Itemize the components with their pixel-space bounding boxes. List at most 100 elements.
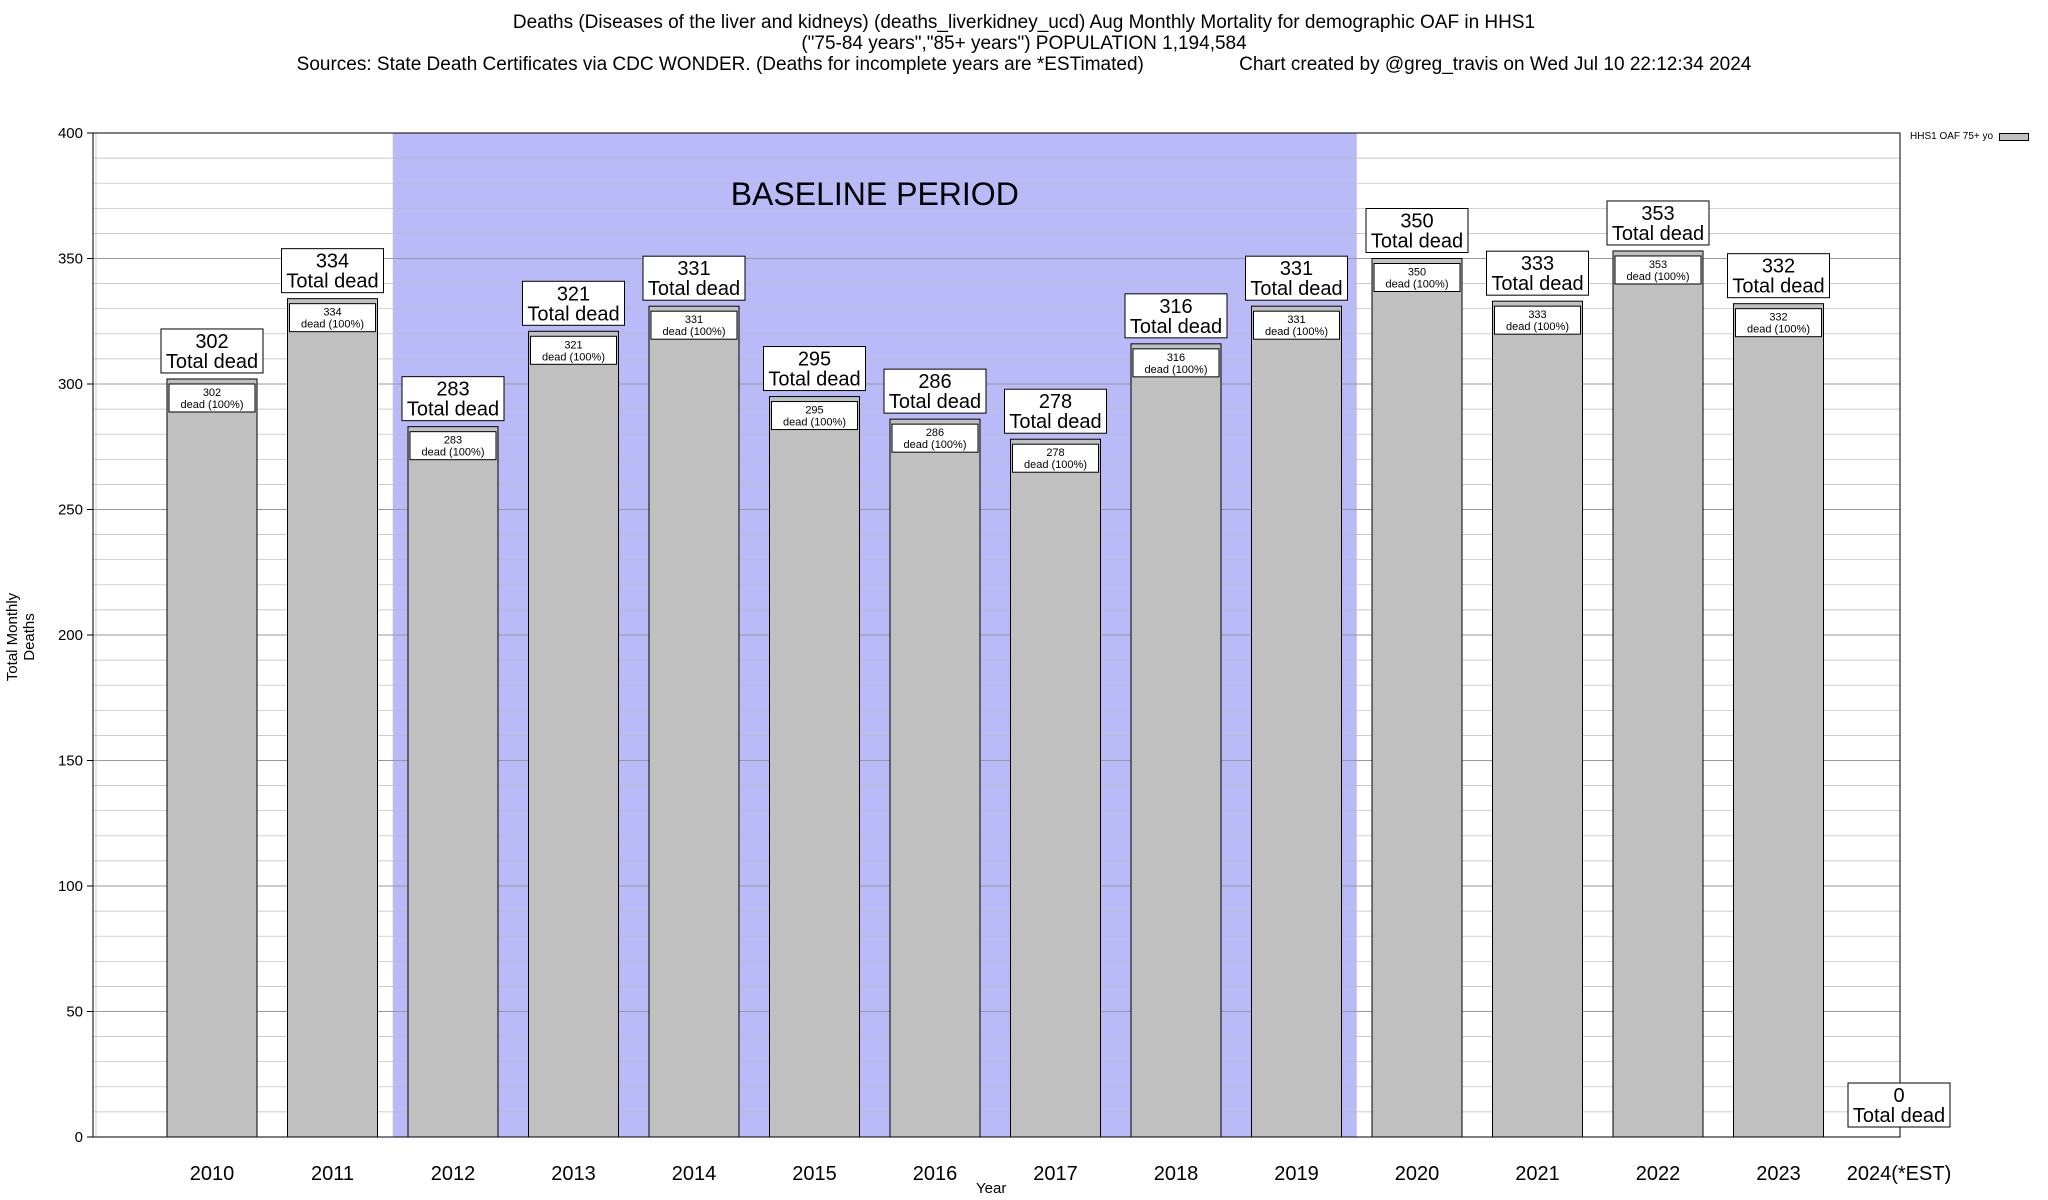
annotation-value: 316: [1159, 296, 1192, 318]
inner-label-box: [1253, 310, 1340, 340]
chart-title: Deaths (Diseases of the liver and kidney…: [0, 12, 2048, 75]
y-tick-label: 400: [58, 125, 83, 142]
annotation-box: [1004, 388, 1107, 434]
inner-label-value: 333: [1528, 309, 1546, 321]
x-tick-label: 2014: [672, 1163, 717, 1185]
inner-label-text: dead (100%): [1265, 326, 1328, 338]
inner-label-box: [168, 383, 256, 413]
annotation-value: 333: [1521, 253, 1554, 275]
chart-legend: HHS1 OAF 75+ yo: [1910, 131, 2030, 142]
legend-swatch: [1999, 132, 2030, 141]
inner-label-text: dead (100%): [904, 439, 967, 451]
bar: [407, 426, 499, 1138]
inner-label-text: dead (100%): [783, 417, 846, 429]
legend-label: HHS1 OAF 75+ yo: [1910, 131, 1994, 142]
inner-label-text: dead (100%): [542, 351, 605, 363]
bar: [1130, 343, 1222, 1138]
inner-label-box: [1614, 255, 1702, 285]
inner-label-value: 334: [323, 307, 341, 319]
title-line-1: Deaths (Diseases of the liver and kidney…: [512, 12, 1536, 33]
annotation-box: [1727, 253, 1830, 299]
annotation-value: 353: [1641, 203, 1674, 225]
x-tick-label: 2020: [1395, 1163, 1440, 1185]
y-tick-label: 100: [58, 878, 83, 895]
annotation-box: [1124, 293, 1228, 339]
y-axis-label: Total Monthly Deaths: [4, 592, 38, 682]
bar: [1612, 250, 1704, 1138]
inner-label-text: dead (100%): [663, 326, 726, 338]
annotation-box: [401, 376, 505, 422]
title-source: Sources: State Death Certificates via CD…: [296, 54, 1144, 75]
bar: [769, 396, 860, 1138]
inner-label-box: [530, 335, 617, 365]
inner-label-box: [1735, 308, 1822, 338]
annotation-label: Total dead: [286, 271, 378, 293]
inner-label-text: dead (100%): [1386, 279, 1449, 291]
annotation-box: [1606, 200, 1710, 246]
inner-label-box: [1494, 305, 1581, 335]
annotation-label: Total dead: [648, 278, 740, 300]
x-tick-label: 2011: [311, 1163, 354, 1185]
inner-label-text: dead (100%): [1627, 271, 1690, 283]
bar: [287, 298, 378, 1138]
x-tick-label: 2023: [1756, 1163, 1801, 1185]
bar: [1371, 258, 1463, 1138]
inner-label-box: [771, 401, 858, 431]
y-tick-label: 0: [75, 1129, 83, 1146]
annotation-label: Total dead: [1009, 411, 1101, 433]
y-tick-label: 250: [58, 502, 83, 519]
annotation-value: 331: [1280, 258, 1313, 280]
annotation-label: Total dead: [1130, 316, 1222, 338]
inner-label-box: [1012, 443, 1099, 473]
x-tick-label: 2018: [1154, 1163, 1199, 1185]
x-tick-label: 2022: [1636, 1163, 1681, 1185]
inner-label-text: dead (100%): [1747, 324, 1810, 336]
inner-label-box: [650, 310, 738, 340]
annotation-label: Total dead: [768, 369, 860, 391]
annotation-box: [281, 248, 384, 294]
x-tick-label: 2017: [1033, 1163, 1078, 1185]
x-tick-label: 2021: [1515, 1163, 1560, 1185]
inner-label-value: 286: [926, 427, 944, 439]
annotation-box: [763, 346, 866, 392]
annotation-label: Total dead: [889, 391, 981, 413]
y-tick-label: 150: [58, 753, 83, 770]
annotation-label: Total dead: [1732, 276, 1824, 298]
annotation-value: 334: [316, 251, 349, 273]
annotation-value: 302: [195, 331, 228, 353]
baseline-label: BASELINE PERIOD: [731, 176, 1019, 212]
inner-label-value: 331: [1287, 314, 1305, 326]
bar: [1733, 303, 1824, 1138]
inner-label-box: [1373, 263, 1461, 292]
annotation-label: Total dead: [527, 303, 619, 325]
inner-label-text: dead (100%): [181, 399, 244, 411]
y-tick-label: 50: [66, 1004, 83, 1021]
annotation-box: [883, 368, 987, 414]
annotation-value: 331: [677, 258, 710, 280]
x-tick-label: 2013: [551, 1163, 596, 1185]
inner-label-value: 283: [444, 435, 462, 447]
bar: [889, 418, 981, 1138]
annotation-box: [160, 328, 264, 374]
title-line-2: ("75-84 years","85+ years") POPULATION 1…: [801, 33, 1247, 54]
annotation-box: [522, 280, 625, 326]
inner-label-value: 353: [1649, 259, 1667, 271]
annotation-label: Total dead: [1491, 273, 1583, 295]
inner-label-value: 295: [805, 405, 823, 417]
x-tick-label: 2019: [1274, 1163, 1319, 1185]
bar: [1251, 305, 1342, 1138]
annotation-label: Total dead: [407, 399, 499, 421]
inner-label-box: [409, 431, 497, 461]
bar: [166, 378, 258, 1138]
inner-label-text: dead (100%): [422, 447, 485, 459]
annotation-label: Total dead: [1853, 1105, 1945, 1127]
inner-label-value: 316: [1167, 352, 1185, 364]
x-tick-label: 2015: [792, 1163, 837, 1185]
inner-label-box: [891, 423, 979, 453]
inner-label-text: dead (100%): [301, 319, 364, 331]
y-tick-label: 350: [58, 251, 83, 268]
y-tick-label: 200: [58, 627, 83, 644]
annotation-label: Total dead: [1371, 231, 1463, 253]
x-tick-label: 2010: [190, 1163, 235, 1185]
